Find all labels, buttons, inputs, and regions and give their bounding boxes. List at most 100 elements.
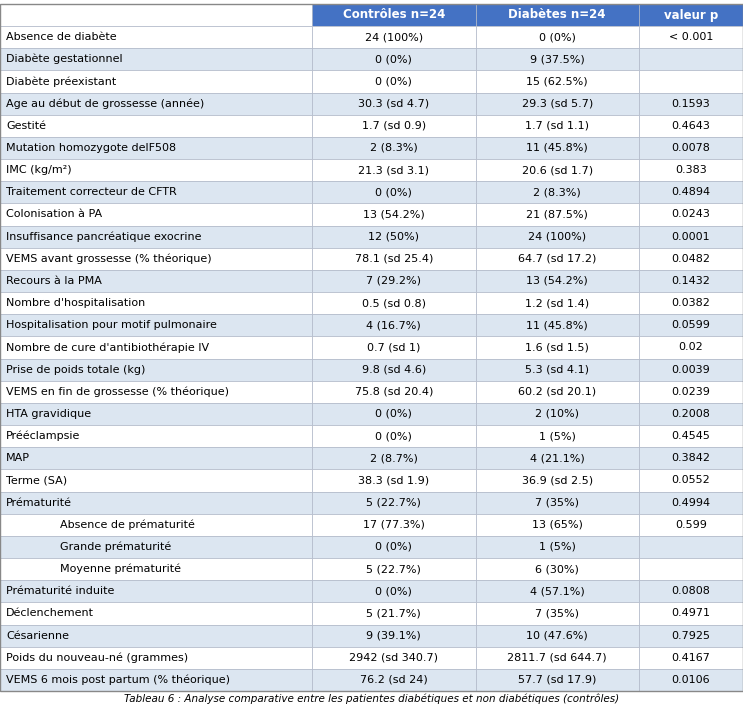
- Bar: [476, 647, 639, 669]
- Bar: [639, 647, 743, 669]
- Text: Césarienne: Césarienne: [6, 630, 69, 640]
- Text: 60.2 (sd 20.1): 60.2 (sd 20.1): [518, 386, 597, 396]
- Bar: [639, 513, 743, 536]
- Text: 13 (54.2%): 13 (54.2%): [526, 276, 588, 286]
- Text: 0.0078: 0.0078: [672, 143, 710, 153]
- Text: VEMS 6 mois post partum (% théorique): VEMS 6 mois post partum (% théorique): [6, 674, 230, 685]
- Text: 0 (0%): 0 (0%): [375, 409, 412, 419]
- Bar: [476, 137, 639, 159]
- Bar: [312, 669, 476, 691]
- Bar: [476, 602, 639, 625]
- Bar: [476, 425, 639, 447]
- Bar: [312, 137, 476, 159]
- Bar: [476, 48, 639, 71]
- Bar: [312, 292, 476, 314]
- Text: 1.6 (sd 1.5): 1.6 (sd 1.5): [525, 342, 589, 352]
- Bar: [639, 602, 743, 625]
- Text: 0.0239: 0.0239: [672, 386, 710, 396]
- Bar: [476, 359, 639, 381]
- Bar: [0, 558, 312, 580]
- Text: 5 (22.7%): 5 (22.7%): [366, 498, 421, 508]
- Bar: [639, 625, 743, 647]
- Text: 0.383: 0.383: [675, 165, 707, 175]
- Text: Grande prématurité: Grande prématurité: [60, 542, 171, 552]
- Text: Tableau 6 : Analyse comparative entre les patientes diabétiques et non diabétiqu: Tableau 6 : Analyse comparative entre le…: [124, 693, 619, 704]
- Bar: [312, 447, 476, 469]
- Bar: [639, 292, 743, 314]
- Text: 0.0001: 0.0001: [672, 232, 710, 242]
- Text: 1 (5%): 1 (5%): [539, 431, 576, 441]
- Bar: [0, 513, 312, 536]
- Bar: [476, 469, 639, 491]
- Text: Colonisation à PA: Colonisation à PA: [6, 210, 102, 220]
- Text: 5 (21.7%): 5 (21.7%): [366, 608, 421, 618]
- Bar: [312, 536, 476, 558]
- Bar: [639, 181, 743, 203]
- Bar: [476, 203, 639, 225]
- Text: 57.7 (sd 17.9): 57.7 (sd 17.9): [518, 675, 597, 685]
- Text: 1.7 (sd 1.1): 1.7 (sd 1.1): [525, 120, 589, 130]
- Text: 2942 (sd 340.7): 2942 (sd 340.7): [349, 652, 438, 663]
- Text: Déclenchement: Déclenchement: [6, 608, 94, 618]
- Bar: [639, 403, 743, 425]
- Bar: [639, 580, 743, 602]
- Bar: [639, 137, 743, 159]
- Bar: [0, 4, 312, 26]
- Text: 0 (0%): 0 (0%): [375, 76, 412, 86]
- Bar: [476, 669, 639, 691]
- Bar: [0, 359, 312, 381]
- Bar: [312, 93, 476, 115]
- Bar: [312, 71, 476, 93]
- Bar: [312, 491, 476, 513]
- Text: 36.9 (sd 2.5): 36.9 (sd 2.5): [522, 476, 593, 486]
- Bar: [312, 381, 476, 403]
- Text: 75.8 (sd 20.4): 75.8 (sd 20.4): [354, 386, 433, 396]
- Text: 2 (8.3%): 2 (8.3%): [370, 143, 418, 153]
- Bar: [0, 181, 312, 203]
- Bar: [476, 491, 639, 513]
- Bar: [312, 602, 476, 625]
- Text: 0.5 (sd 0.8): 0.5 (sd 0.8): [362, 298, 426, 308]
- Text: 2811.7 (sd 644.7): 2811.7 (sd 644.7): [507, 652, 607, 663]
- Text: 7 (35%): 7 (35%): [535, 608, 580, 618]
- Text: 38.3 (sd 1.9): 38.3 (sd 1.9): [358, 476, 429, 486]
- Text: 11 (45.8%): 11 (45.8%): [526, 320, 588, 330]
- Text: Gestité: Gestité: [6, 120, 46, 130]
- Text: 5.3 (sd 4.1): 5.3 (sd 4.1): [525, 364, 589, 374]
- Bar: [312, 359, 476, 381]
- Bar: [0, 26, 312, 48]
- Bar: [312, 26, 476, 48]
- Bar: [476, 71, 639, 93]
- Text: 0.4971: 0.4971: [672, 608, 710, 618]
- Bar: [0, 669, 312, 691]
- Bar: [639, 159, 743, 181]
- Text: 24 (100%): 24 (100%): [365, 32, 423, 42]
- Text: IMC (kg/m²): IMC (kg/m²): [6, 165, 71, 175]
- Text: VEMS avant grossesse (% théorique): VEMS avant grossesse (% théorique): [6, 254, 212, 264]
- Bar: [639, 203, 743, 225]
- Bar: [312, 181, 476, 203]
- Bar: [639, 270, 743, 292]
- Text: 9.8 (sd 4.6): 9.8 (sd 4.6): [362, 364, 426, 374]
- Text: Prématurité: Prématurité: [6, 498, 72, 508]
- Text: 2 (8.7%): 2 (8.7%): [370, 453, 418, 463]
- Text: 0.0243: 0.0243: [672, 210, 710, 220]
- Bar: [312, 469, 476, 491]
- Bar: [0, 337, 312, 359]
- Text: 0.0552: 0.0552: [672, 476, 710, 486]
- Bar: [0, 469, 312, 491]
- Text: Prééclampsie: Prééclampsie: [6, 431, 80, 441]
- Text: Nombre de cure d'antibiothérapie IV: Nombre de cure d'antibiothérapie IV: [6, 342, 209, 353]
- Bar: [639, 247, 743, 270]
- Bar: [312, 4, 476, 26]
- Text: 0.0482: 0.0482: [672, 254, 710, 264]
- Bar: [312, 580, 476, 602]
- Text: 0 (0%): 0 (0%): [375, 188, 412, 198]
- Text: 0.0599: 0.0599: [672, 320, 710, 330]
- Bar: [476, 4, 639, 26]
- Text: Recours à la PMA: Recours à la PMA: [6, 276, 102, 286]
- Text: 0.0039: 0.0039: [672, 364, 710, 374]
- Text: 13 (65%): 13 (65%): [532, 520, 583, 530]
- Bar: [0, 491, 312, 513]
- Bar: [639, 469, 743, 491]
